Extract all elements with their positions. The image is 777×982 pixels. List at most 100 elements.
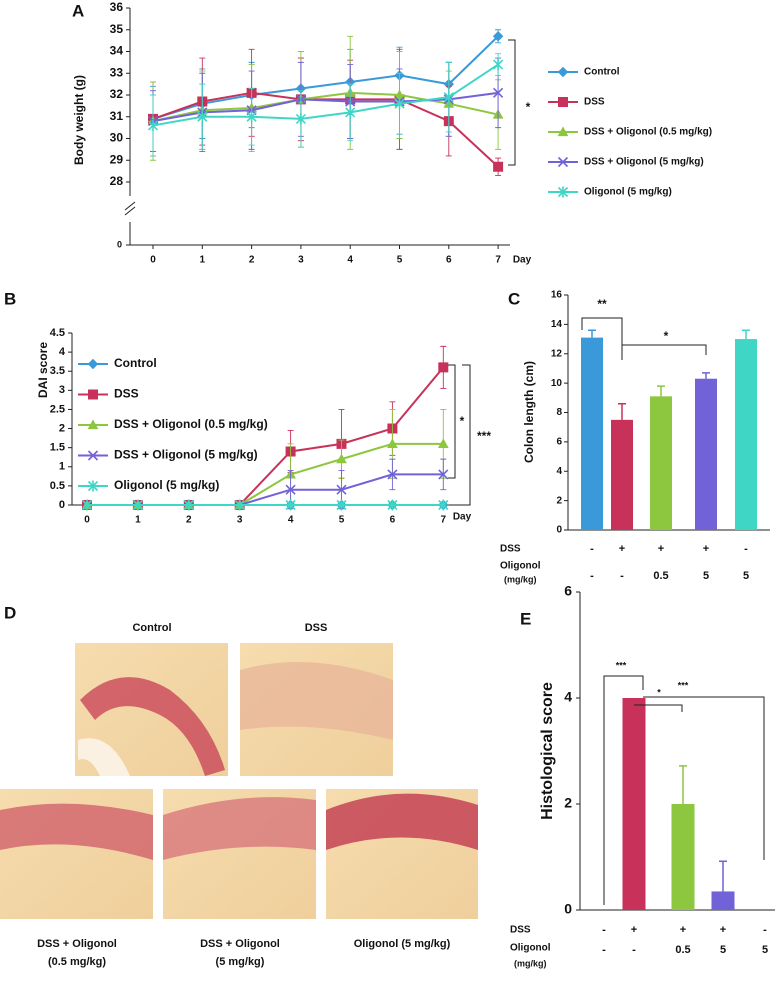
- y-tick-label: 6: [564, 583, 572, 599]
- marker: [147, 119, 159, 131]
- legend-label: Control: [114, 356, 157, 370]
- x-tick-label: 5: [339, 515, 345, 526]
- significance-bracket: [581, 317, 623, 360]
- y-tick-label: 29: [110, 152, 124, 166]
- marker: [558, 97, 568, 107]
- panel-label: B: [4, 289, 16, 308]
- y-tick-label: 6: [556, 437, 562, 448]
- annotation: ***: [678, 680, 689, 690]
- image-label: (0.5 mg/kg): [48, 956, 106, 968]
- y-tick-label: 32: [110, 87, 124, 101]
- y-axis-label: Body weight (g): [72, 75, 86, 165]
- annotation: ***: [477, 429, 491, 443]
- marker: [394, 98, 405, 110]
- image-label: (5 mg/kg): [216, 956, 265, 968]
- marker: [285, 484, 296, 495]
- row-unit: (mg/kg): [504, 574, 537, 584]
- axis-break: [124, 201, 136, 216]
- legend-label: DSS + Oligonol (5 mg/kg): [114, 448, 258, 462]
- x-tick-label: 7: [495, 255, 501, 266]
- marker: [557, 156, 569, 168]
- condition-value: 0.5: [675, 944, 690, 956]
- condition-value: -: [620, 570, 624, 582]
- marker: [557, 66, 569, 78]
- image-label: DSS + Oligonol: [200, 938, 280, 950]
- image-label: DSS: [305, 622, 328, 634]
- marker: [438, 499, 449, 511]
- significance-bracket: [643, 696, 765, 860]
- annotation: *: [657, 687, 661, 697]
- y-tick-label: 8: [556, 407, 562, 418]
- bar: [671, 804, 695, 910]
- condition-value: +: [680, 924, 686, 936]
- significance-bracket: [603, 675, 644, 905]
- bar: [711, 891, 735, 910]
- marker: [87, 450, 99, 461]
- condition-value: +: [720, 924, 726, 936]
- marker: [336, 499, 347, 511]
- series-line: [152, 91, 499, 123]
- y-tick-label: 36: [110, 0, 124, 14]
- legend-label: DSS + Oligonol (0.5 mg/kg): [114, 417, 268, 431]
- x-tick-label: 2: [186, 515, 192, 526]
- row-label: DSS: [510, 925, 531, 936]
- tissue: [163, 797, 316, 860]
- marker: [438, 469, 449, 480]
- marker: [295, 113, 306, 125]
- marker: [493, 59, 504, 71]
- histology-images: [0, 643, 478, 919]
- legend-label: Oligonol (5 mg/kg): [114, 478, 219, 492]
- condition-value: 5: [703, 570, 709, 582]
- y-tick-label: 0.5: [50, 480, 65, 492]
- error-bar: [657, 385, 665, 397]
- marker: [234, 499, 245, 511]
- series-line: [152, 63, 499, 127]
- marker: [443, 91, 454, 103]
- x-tick-label: 1: [135, 515, 141, 526]
- row-label: Oligonol: [510, 943, 551, 954]
- tissue: [240, 662, 393, 740]
- y-tick-label: 0: [117, 239, 122, 249]
- legend-label: Control: [584, 67, 620, 78]
- y-tick-label: 2: [556, 495, 562, 506]
- tissue: [80, 677, 225, 776]
- y-axis-label: Histological score: [539, 682, 556, 820]
- series-line: [152, 91, 499, 123]
- y-tick-label: 34: [110, 44, 124, 58]
- condition-value: -: [763, 924, 767, 936]
- marker: [557, 186, 569, 198]
- y-tick-label: 35: [110, 22, 124, 36]
- error-bar: [719, 860, 727, 892]
- tissue: [326, 793, 478, 850]
- y-tick-label: 28: [110, 174, 124, 188]
- y-tick-label: 31: [110, 109, 124, 123]
- condition-value: -: [602, 944, 606, 956]
- marker: [88, 389, 98, 400]
- marker: [87, 358, 99, 370]
- legend-label: Oligonol (5 mg/kg): [584, 187, 672, 198]
- marker: [183, 499, 194, 511]
- x-tick-label: 4: [288, 515, 294, 526]
- y-tick-label: 33: [110, 65, 124, 79]
- marker: [387, 499, 398, 511]
- marker: [557, 126, 569, 137]
- x-tick-label: 6: [446, 255, 452, 266]
- error-bar: [588, 329, 596, 338]
- tissue: [0, 803, 153, 860]
- condition-value: +: [631, 924, 637, 936]
- annotation: *: [664, 329, 669, 343]
- y-tick-label: 2: [564, 795, 572, 811]
- condition-value: 5: [720, 944, 726, 956]
- row-label: DSS: [500, 544, 521, 555]
- y-tick-label: 30: [110, 131, 124, 145]
- marker: [492, 31, 504, 42]
- marker: [246, 111, 257, 123]
- image-label: DSS + Oligonol: [37, 938, 117, 950]
- x-tick-label: 3: [237, 515, 243, 526]
- condition-value: +: [658, 543, 664, 555]
- y-axis-label: Colon length (cm): [522, 361, 536, 463]
- marker: [81, 499, 93, 511]
- legend-label: DSS: [584, 97, 605, 108]
- y-tick-label: 0: [59, 499, 65, 511]
- panel-label: E: [520, 609, 531, 628]
